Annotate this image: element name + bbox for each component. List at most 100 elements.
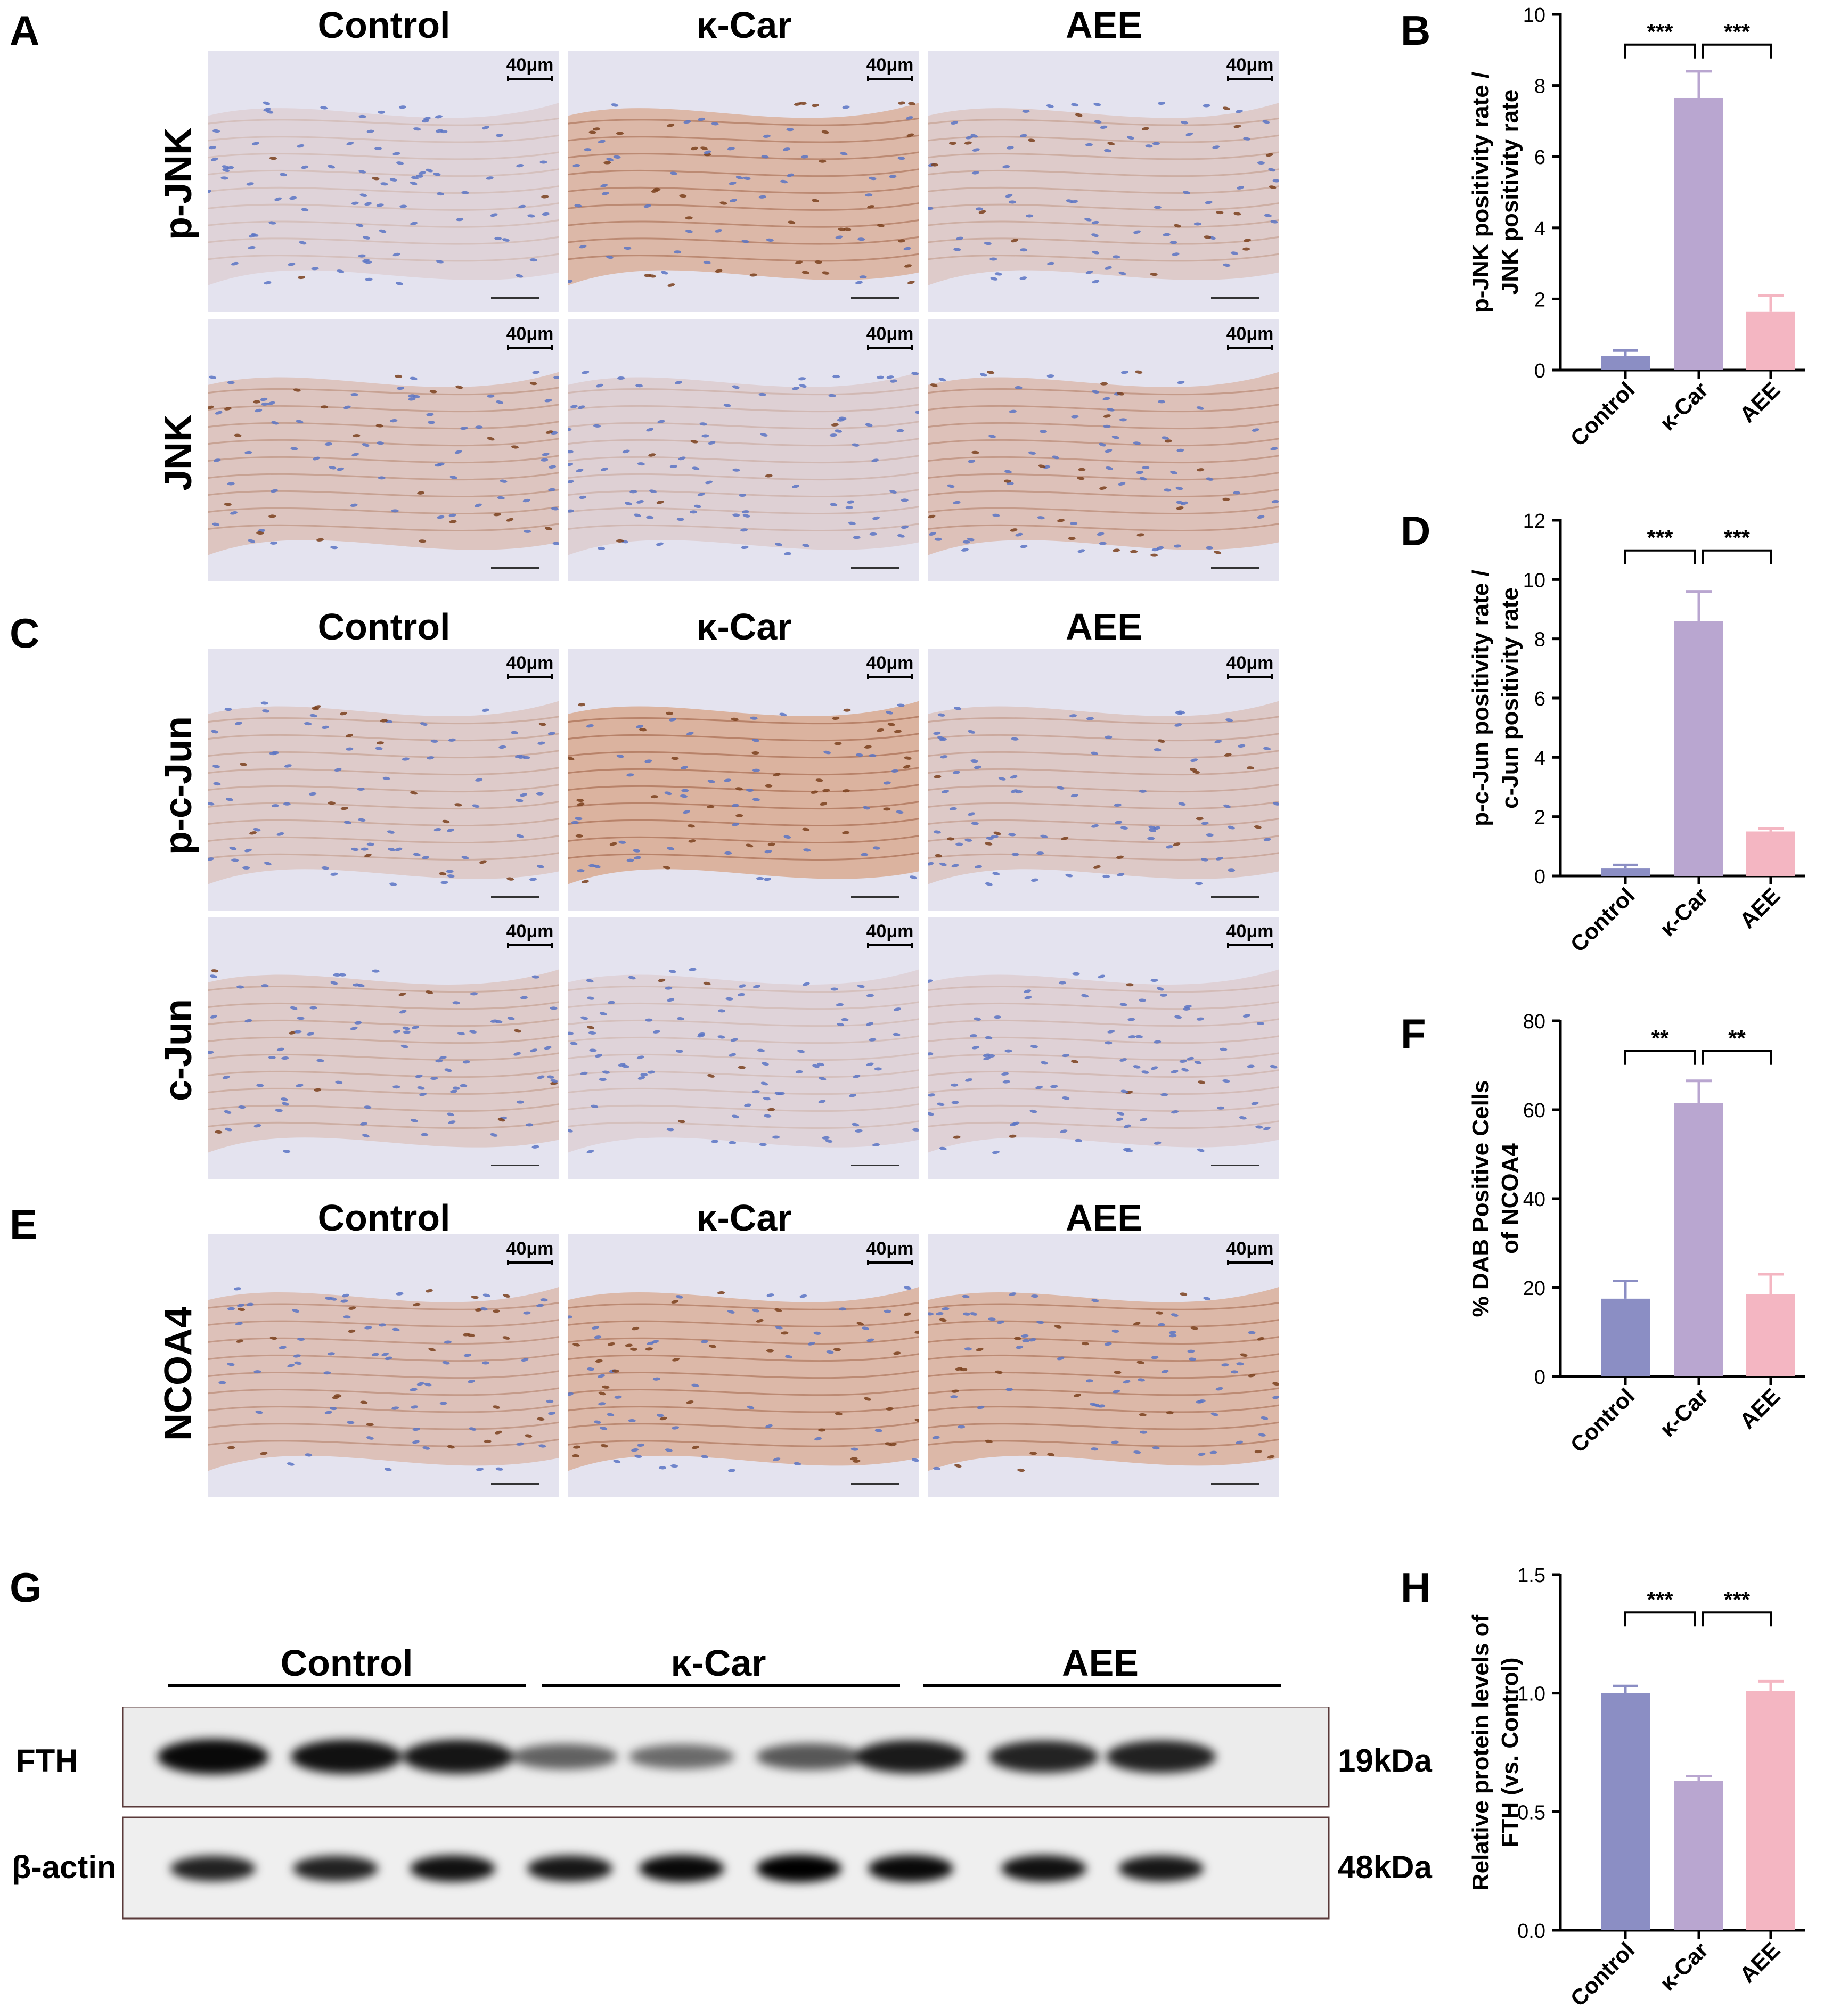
- scale-bar-label: 40μm: [1226, 1239, 1274, 1259]
- y-tick-label: 4: [1534, 747, 1545, 769]
- bar-aee: [1746, 311, 1795, 370]
- wb-label-control: Control: [280, 1642, 413, 1684]
- y-tick-label: 8: [1534, 76, 1545, 98]
- micrograph-jnk-aee: 40μm: [928, 319, 1279, 581]
- scale-bar: 40μm: [866, 654, 914, 679]
- micrograph-c-jun-kcar: 40μm: [568, 917, 919, 1179]
- significance-bracket: [1624, 549, 1696, 564]
- scale-bar-label: 40μm: [1226, 921, 1274, 941]
- western-blot: [122, 1707, 1330, 1920]
- wb-band-actin: [170, 1856, 256, 1881]
- y-tick-label: 2: [1534, 289, 1545, 311]
- row-label-jnk: JNK: [157, 414, 200, 491]
- x-category-label: κ-Car: [1655, 377, 1713, 435]
- micro-scale-line: [851, 1483, 899, 1485]
- significance-bracket: [1624, 1611, 1696, 1627]
- scale-bar-label: 40μm: [866, 1239, 914, 1259]
- micrograph-p-c-jun-control: 40μm: [208, 649, 559, 911]
- x-category-label: AEE: [1735, 1937, 1785, 1987]
- x-category-label: Control: [1566, 883, 1640, 957]
- col-label-kcar-c: κ-Car: [696, 606, 792, 648]
- y-tick-label: 0.5: [1517, 1801, 1545, 1824]
- wb-band-fth: [511, 1743, 618, 1770]
- micro-scale-line: [1211, 896, 1259, 898]
- tissue-section: [208, 701, 559, 886]
- y-tick-label: 10: [1523, 569, 1545, 592]
- bar-control: [1601, 1298, 1650, 1376]
- micrograph-ncoa4-aee: 40μm: [928, 1234, 1279, 1497]
- micro-scale-line: [1211, 567, 1259, 569]
- y-tick-label: 10: [1523, 4, 1545, 27]
- tissue-section: [928, 102, 1279, 285]
- y-axis-label: FTH (vs. Control): [1497, 1658, 1523, 1848]
- col-label-aee-a: AEE: [1066, 4, 1142, 46]
- wb-band-actin: [1118, 1855, 1204, 1882]
- bar-control: [1601, 356, 1650, 370]
- tissue-section: [568, 1286, 919, 1472]
- scale-bar-label: 40μm: [506, 1239, 554, 1259]
- micrograph-c-jun-control: 40μm: [208, 917, 559, 1179]
- y-tick-label: 20: [1523, 1277, 1545, 1300]
- scale-bar: 40μm: [506, 325, 554, 350]
- wb-band-actin: [527, 1855, 612, 1882]
- significance-stars: **: [1728, 1026, 1746, 1051]
- bar-control: [1601, 868, 1650, 876]
- x-category-label: Control: [1566, 377, 1640, 451]
- micro-scale-line: [491, 896, 539, 898]
- wb-band-actin: [410, 1855, 495, 1882]
- significance-stars: ***: [1724, 1587, 1751, 1612]
- scale-bar: 40μm: [506, 1240, 554, 1265]
- scale-bar-label: 40μm: [866, 653, 914, 673]
- micro-scale-line: [491, 1483, 539, 1485]
- micro-scale-line: [1211, 1483, 1259, 1485]
- significance-stars: ***: [1724, 525, 1751, 550]
- y-tick-label: 80: [1523, 1011, 1545, 1033]
- scale-bar-label: 40μm: [866, 324, 914, 344]
- wb-band-actin: [868, 1855, 953, 1882]
- row-label-c-jun: c-Jun: [157, 998, 200, 1102]
- y-tick-label: 0: [1534, 1366, 1545, 1389]
- y-axis-label: % DAB Positive Cells: [1468, 1080, 1494, 1317]
- x-category-label: Control: [1566, 1937, 1640, 2011]
- scale-bar-label: 40μm: [866, 55, 914, 75]
- x-category-label: AEE: [1735, 377, 1785, 427]
- y-tick-label: 12: [1523, 510, 1545, 532]
- micro-scale-line: [491, 1165, 539, 1166]
- col-label-aee-e: AEE: [1066, 1197, 1142, 1239]
- tissue-section: [568, 968, 919, 1153]
- scale-bar-label: 40μm: [866, 921, 914, 941]
- micro-scale-line: [491, 297, 539, 299]
- tissue-section: [928, 370, 1279, 557]
- y-axis-label: Relative protein levels of: [1468, 1614, 1494, 1890]
- panel-letter-g: G: [10, 1564, 42, 1611]
- tissue-section: [928, 969, 1279, 1154]
- col-label-control-e: Control: [317, 1197, 451, 1239]
- scale-bar: 40μm: [1226, 1240, 1274, 1265]
- micro-scale-line: [491, 567, 539, 569]
- bar-kcar: [1674, 1781, 1723, 1930]
- x-category-label: Control: [1566, 1383, 1640, 1457]
- scale-bar: 40μm: [1226, 325, 1274, 350]
- micro-scale-line: [851, 567, 899, 569]
- panel-letter-a: A: [10, 7, 40, 54]
- tissue-section: [568, 371, 919, 555]
- col-label-control-c: Control: [317, 606, 451, 648]
- micro-scale-line: [851, 297, 899, 299]
- y-axis-label: p-JNK positivity rate /: [1468, 72, 1494, 313]
- col-label-control-a: Control: [317, 4, 451, 46]
- y-axis-label: of NCOA4: [1497, 1143, 1523, 1254]
- chart-b: p-JNK positivity rate / JNK positivity ra…: [1468, 4, 1805, 451]
- significance-stars: ***: [1647, 1587, 1673, 1612]
- tissue-section: [208, 969, 559, 1153]
- y-tick-label: 2: [1534, 807, 1545, 829]
- significance-bracket: [1624, 43, 1696, 59]
- significance-bracket: [1702, 549, 1772, 564]
- scale-bar-label: 40μm: [1226, 324, 1274, 344]
- significance-bracket: [1702, 43, 1772, 59]
- bar-aee: [1746, 831, 1795, 876]
- bar-kcar: [1674, 1103, 1723, 1376]
- significance-stars: ***: [1647, 19, 1673, 44]
- micrograph-p-c-jun-kcar: 40μm: [568, 649, 919, 911]
- significance-bracket: [1702, 1611, 1772, 1627]
- wb-bracket-aee: [923, 1684, 1281, 1687]
